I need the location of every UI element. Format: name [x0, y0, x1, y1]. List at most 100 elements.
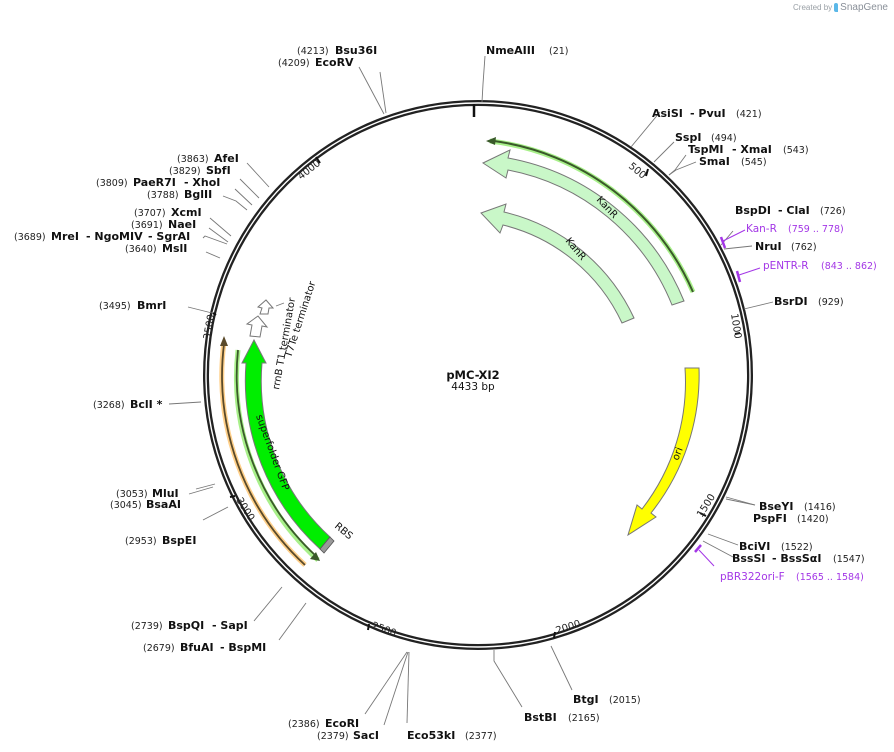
site-sbfi[interactable]: SbfI: [206, 164, 231, 177]
site-ngomiv[interactable]: - NgoMIV: [86, 230, 143, 243]
site-bseyi[interactable]: BseYI: [759, 500, 793, 513]
site-bfuai[interactable]: BfuAI: [180, 641, 214, 654]
site-xcmi[interactable]: XcmI: [171, 206, 202, 219]
primer-pbr322ori-f-range: (1565 .. 1584): [796, 572, 864, 583]
ori-label: ori: [671, 446, 686, 462]
site-bfuai-pos: (2679): [143, 643, 175, 654]
site-eco53ki[interactable]: Eco53kI: [407, 729, 455, 742]
site-bsaai-pos: (3045): [110, 500, 142, 511]
site-bsssi[interactable]: BssSI: [732, 552, 766, 565]
site-paer7i-pos: (3809): [96, 178, 128, 189]
credit-prefix: Created by: [793, 3, 833, 12]
site-nmeaiii-pos: (21): [549, 46, 569, 57]
site-sapi[interactable]: - SapI: [212, 619, 248, 632]
primer-marks: [694, 229, 761, 567]
site-bstbi[interactable]: BstBI: [524, 711, 557, 724]
site-sgrai[interactable]: - SgrAI: [148, 230, 190, 243]
site-bmri-pos: (3495): [99, 301, 131, 312]
site-naei[interactable]: NaeI: [168, 218, 196, 231]
site-sbfi-pos: (3829): [169, 166, 201, 177]
site-bmri[interactable]: BmrI: [137, 299, 166, 312]
site-bsu36i-pos: (4213): [297, 46, 329, 57]
site-bsrdi-pos: (929): [818, 297, 844, 308]
site-bsu36i[interactable]: Bsu36I: [335, 44, 377, 57]
kanr-orf-line[interactable]: [493, 140, 694, 293]
site-bcli[interactable]: BclI *: [130, 398, 163, 411]
site-asisi-pos: (421): [736, 109, 762, 120]
site-nrui[interactable]: NruI: [755, 240, 782, 253]
site-bsssi-pos: (1547): [833, 554, 865, 565]
site-mlui[interactable]: MluI: [152, 487, 179, 500]
site-msli-pos: (3640): [125, 244, 157, 255]
site-bseyi-pos: (1416): [804, 502, 836, 513]
site-smai-pos: (545): [741, 157, 767, 168]
site-btgi[interactable]: BtgI: [573, 693, 599, 706]
primer-pentr-r-range: (843 .. 862): [821, 261, 877, 272]
rbs-feature[interactable]: [319, 536, 335, 554]
site-bspdi[interactable]: BspDI: [735, 204, 771, 217]
site-bstbi-pos: (2165): [568, 713, 600, 724]
site-afei[interactable]: AfeI: [214, 152, 239, 165]
rrnb-t1-terminator-feature[interactable]: [245, 315, 269, 338]
site-mrei[interactable]: MreI: [51, 230, 79, 243]
primer-pbr322ori-f[interactable]: pBR322ori-F: [720, 571, 785, 583]
kanr-feature-2[interactable]: [480, 203, 635, 324]
site-ecorv[interactable]: EcoRV: [315, 56, 354, 69]
site-bcivi[interactable]: BciVI: [739, 540, 770, 553]
site-afei-pos: (3863): [177, 154, 209, 165]
site-bspmi[interactable]: - BspMI: [220, 641, 266, 654]
site-bspqi-pos: (2739): [131, 621, 163, 632]
superfolder-gfp-feature[interactable]: [241, 338, 331, 550]
tick-label-2500: 2500: [370, 620, 398, 639]
site-saci-pos: (2379): [317, 731, 349, 742]
site-paer7i[interactable]: PaeR7I: [133, 176, 176, 189]
site-xmai[interactable]: - XmaI: [732, 143, 772, 156]
site-naei-pos: (3691): [131, 220, 163, 231]
site-btgi-pos: (2015): [609, 695, 641, 706]
site-labels: NmeAIII (21) (4213) Bsu36I (4209) EcoRV …: [14, 44, 877, 742]
site-leaders: [168, 55, 774, 726]
orange-orf-line[interactable]: [221, 343, 306, 566]
site-sspi[interactable]: SspI: [675, 131, 701, 144]
site-msli[interactable]: MslI: [162, 242, 187, 255]
tick-label-500: 500: [626, 161, 648, 182]
site-bglii-pos: (3788): [147, 190, 179, 201]
site-ecori[interactable]: EcoRI: [325, 717, 359, 730]
site-bsssai[interactable]: - BssSαI: [772, 552, 821, 565]
site-bspei[interactable]: BspEI: [162, 534, 196, 547]
site-bspdi-pos: (726): [820, 206, 846, 217]
site-nmeaiii[interactable]: NmeAIII: [486, 44, 535, 57]
site-pspfi[interactable]: PspFI: [753, 512, 787, 525]
kanr-orf-arrowhead-icon: [486, 137, 496, 145]
site-mlui-pos: (3053): [116, 489, 148, 500]
site-smai[interactable]: SmaI: [699, 155, 730, 168]
orange-orf-arrowhead-icon: [220, 336, 228, 346]
primer-pentr-r[interactable]: pENTR-R: [763, 260, 809, 272]
backbone[interactable]: [203, 100, 753, 650]
site-bcivi-pos: (1522): [781, 542, 813, 553]
site-asisi[interactable]: AsiSI: [652, 107, 683, 120]
site-bglii[interactable]: BglII: [184, 188, 212, 201]
primer-kan-r-range: (759 .. 778): [788, 224, 844, 235]
primer-kan-r[interactable]: Kan-R: [746, 223, 777, 235]
ori-feature[interactable]: [627, 367, 700, 537]
site-tspmi[interactable]: TspMI: [688, 143, 724, 156]
site-bsrdi[interactable]: BsrDI: [774, 295, 808, 308]
site-pvui[interactable]: - PvuI: [690, 107, 726, 120]
gfp-orf-line[interactable]: [235, 349, 317, 557]
site-eco53ki-pos: (2377): [465, 731, 497, 742]
site-ecori-pos: (2386): [288, 719, 320, 730]
credit-brand: SnapGene: [840, 2, 888, 13]
tick-label-1000: 1000: [728, 313, 743, 340]
snapgene-logo-icon: [834, 3, 839, 12]
t7te-terminator-feature[interactable]: [256, 299, 275, 315]
site-saci[interactable]: SacI: [353, 729, 379, 742]
site-bspqi[interactable]: BspQI: [168, 619, 204, 632]
site-xhoi[interactable]: - XhoI: [184, 176, 220, 189]
site-bcli-pos: (3268): [93, 400, 125, 411]
kanr-feature-1[interactable]: [481, 149, 685, 306]
site-clai[interactable]: - ClaI: [778, 204, 810, 217]
gfp-orf-arrowhead-icon: [310, 552, 320, 561]
site-bsaai[interactable]: BsaAI: [146, 498, 181, 511]
